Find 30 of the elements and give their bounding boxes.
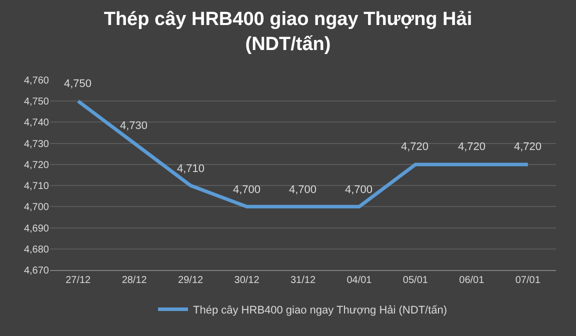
text: 4,750 — [64, 78, 92, 90]
text: 4,720 — [458, 141, 486, 153]
text: 4,720 — [401, 141, 429, 153]
text: 4,700 — [289, 184, 317, 196]
text: 4,720 — [514, 141, 542, 153]
y-tick-label: 4,760 — [24, 76, 50, 86]
y-tick-label: 4,710 — [24, 181, 50, 192]
y-tick-label: 4,750 — [24, 96, 50, 108]
x-tick-label: 05/01 — [402, 275, 428, 286]
legend-label: Thép cây HRB400 giao ngay Thượng Hải (NDT/tấn) — [193, 304, 448, 316]
chart-title: Thép cây HRB400 giao ngay Thượng Hải (NDT/tấn) — [104, 9, 472, 55]
y-tick-label: 4,680 — [24, 244, 50, 256]
y-tick-label: 4,670 — [24, 266, 50, 276]
x-tick-label: 06/01 — [459, 275, 485, 286]
text: 4,700 — [233, 184, 261, 196]
x-tick-label: 31/12 — [290, 275, 316, 286]
text: 4,730 — [120, 120, 148, 132]
x-tick-label: 28/12 — [122, 275, 148, 286]
x-tick-label: 29/12 — [178, 275, 204, 286]
y-tick-label: 4,730 — [24, 138, 50, 150]
x-tick-label: 07/01 — [515, 275, 541, 286]
y-tick-label: 4,700 — [24, 202, 50, 214]
x-tick-label: 30/12 — [234, 275, 260, 286]
y-tick-label: 4,690 — [24, 223, 50, 234]
text: 4,710 — [177, 163, 205, 175]
y-tick-label: 4,720 — [24, 160, 50, 171]
text: 4,700 — [345, 184, 373, 196]
y-tick-label: 4,740 — [24, 118, 50, 129]
x-tick-label: 27/12 — [66, 275, 92, 286]
x-tick-label: 04/01 — [346, 275, 372, 286]
